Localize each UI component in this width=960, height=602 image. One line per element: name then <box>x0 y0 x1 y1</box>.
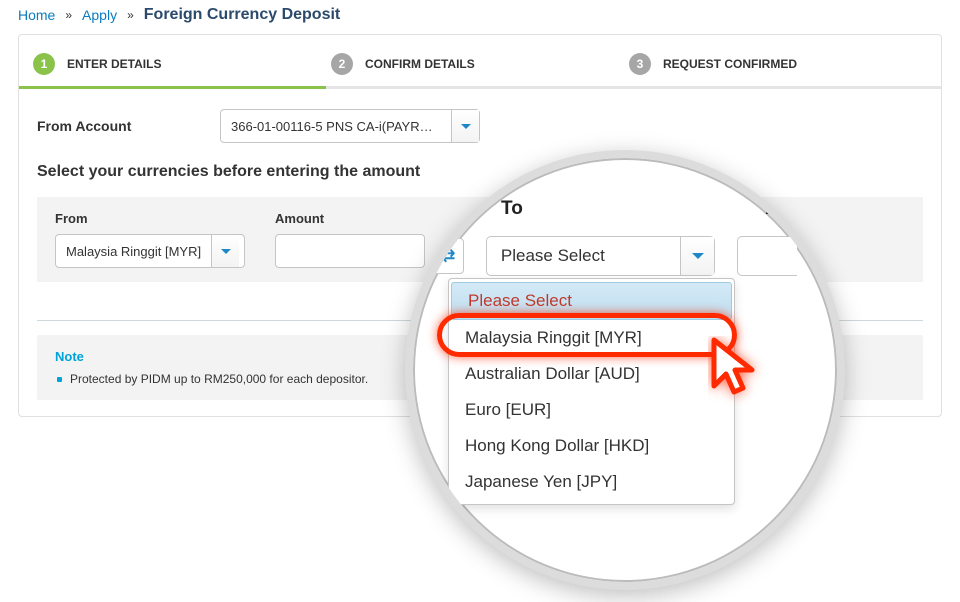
step-1: 1 ENTER DETAILS <box>33 53 331 75</box>
breadcrumb-current: Foreign Currency Deposit <box>144 6 340 24</box>
breadcrumb-apply[interactable]: Apply <box>82 7 117 23</box>
step-2: 2 CONFIRM DETAILS <box>331 53 629 75</box>
from-currency-select[interactable]: Malaysia Ringgit [MYR] <box>55 234 245 268</box>
note-list: Protected by PIDM up to RM250,000 for ea… <box>55 372 905 386</box>
step-1-label: ENTER DETAILS <box>67 57 161 71</box>
from-currency-field: From Malaysia Ringgit [MYR] <box>55 211 245 268</box>
from-amount-label: Amount <box>275 211 425 226</box>
from-account-caret[interactable] <box>451 110 479 142</box>
form-content: From Account 366-01-00116-5 PNS CA-i(PAY… <box>19 89 941 400</box>
from-account-value: 366-01-00116-5 PNS CA-i(PAYROLL <box>221 119 451 134</box>
dropdown-option-jpy[interactable]: Japanese Yen [JPY] <box>449 464 734 500</box>
chevron-down-icon <box>461 124 471 129</box>
step-2-number: 2 <box>331 53 353 75</box>
chevron-down-icon <box>221 249 231 254</box>
from-account-label: From Account <box>37 118 192 134</box>
step-3-label: REQUEST CONFIRMED <box>663 57 797 71</box>
main-panel: 1 ENTER DETAILS 2 CONFIRM DETAILS 3 REQU… <box>18 34 942 417</box>
step-progress-fill <box>19 86 326 89</box>
step-1-number: 1 <box>33 53 55 75</box>
note-title: Note <box>55 349 905 364</box>
note-box: Note Protected by PIDM up to RM250,000 f… <box>37 335 923 400</box>
from-account-select[interactable]: 366-01-00116-5 PNS CA-i(PAYROLL <box>220 109 480 143</box>
breadcrumb-home[interactable]: Home <box>18 7 55 23</box>
dropdown-option-hkd[interactable]: Hong Kong Dollar [HKD] <box>449 428 734 464</box>
step-3-number: 3 <box>629 53 651 75</box>
step-3: 3 REQUEST CONFIRMED <box>629 53 927 75</box>
from-currency-label: From <box>55 211 245 226</box>
step-2-label: CONFIRM DETAILS <box>365 57 475 71</box>
from-amount-field: Amount <box>275 211 425 268</box>
chevron-right-icon: » <box>65 8 72 22</box>
wizard-steps: 1 ENTER DETAILS 2 CONFIRM DETAILS 3 REQU… <box>19 47 941 78</box>
from-account-row: From Account 366-01-00116-5 PNS CA-i(PAY… <box>37 109 923 143</box>
from-currency-value: Malaysia Ringgit [MYR] <box>56 244 211 259</box>
currency-row: From Malaysia Ringgit [MYR] Amount ⇄ <box>37 197 923 282</box>
swap-icon[interactable]: ⇄ <box>455 236 485 266</box>
currency-subhead: Select your currencies before entering t… <box>37 163 923 181</box>
from-currency-caret[interactable] <box>211 235 239 267</box>
step-progress-bar <box>19 86 941 89</box>
divider <box>37 320 923 321</box>
chevron-right-icon: » <box>127 8 134 22</box>
breadcrumb: Home » Apply » Foreign Currency Deposit <box>0 0 960 30</box>
note-item: Protected by PIDM up to RM250,000 for ea… <box>57 372 905 386</box>
from-amount-input[interactable] <box>275 234 425 268</box>
